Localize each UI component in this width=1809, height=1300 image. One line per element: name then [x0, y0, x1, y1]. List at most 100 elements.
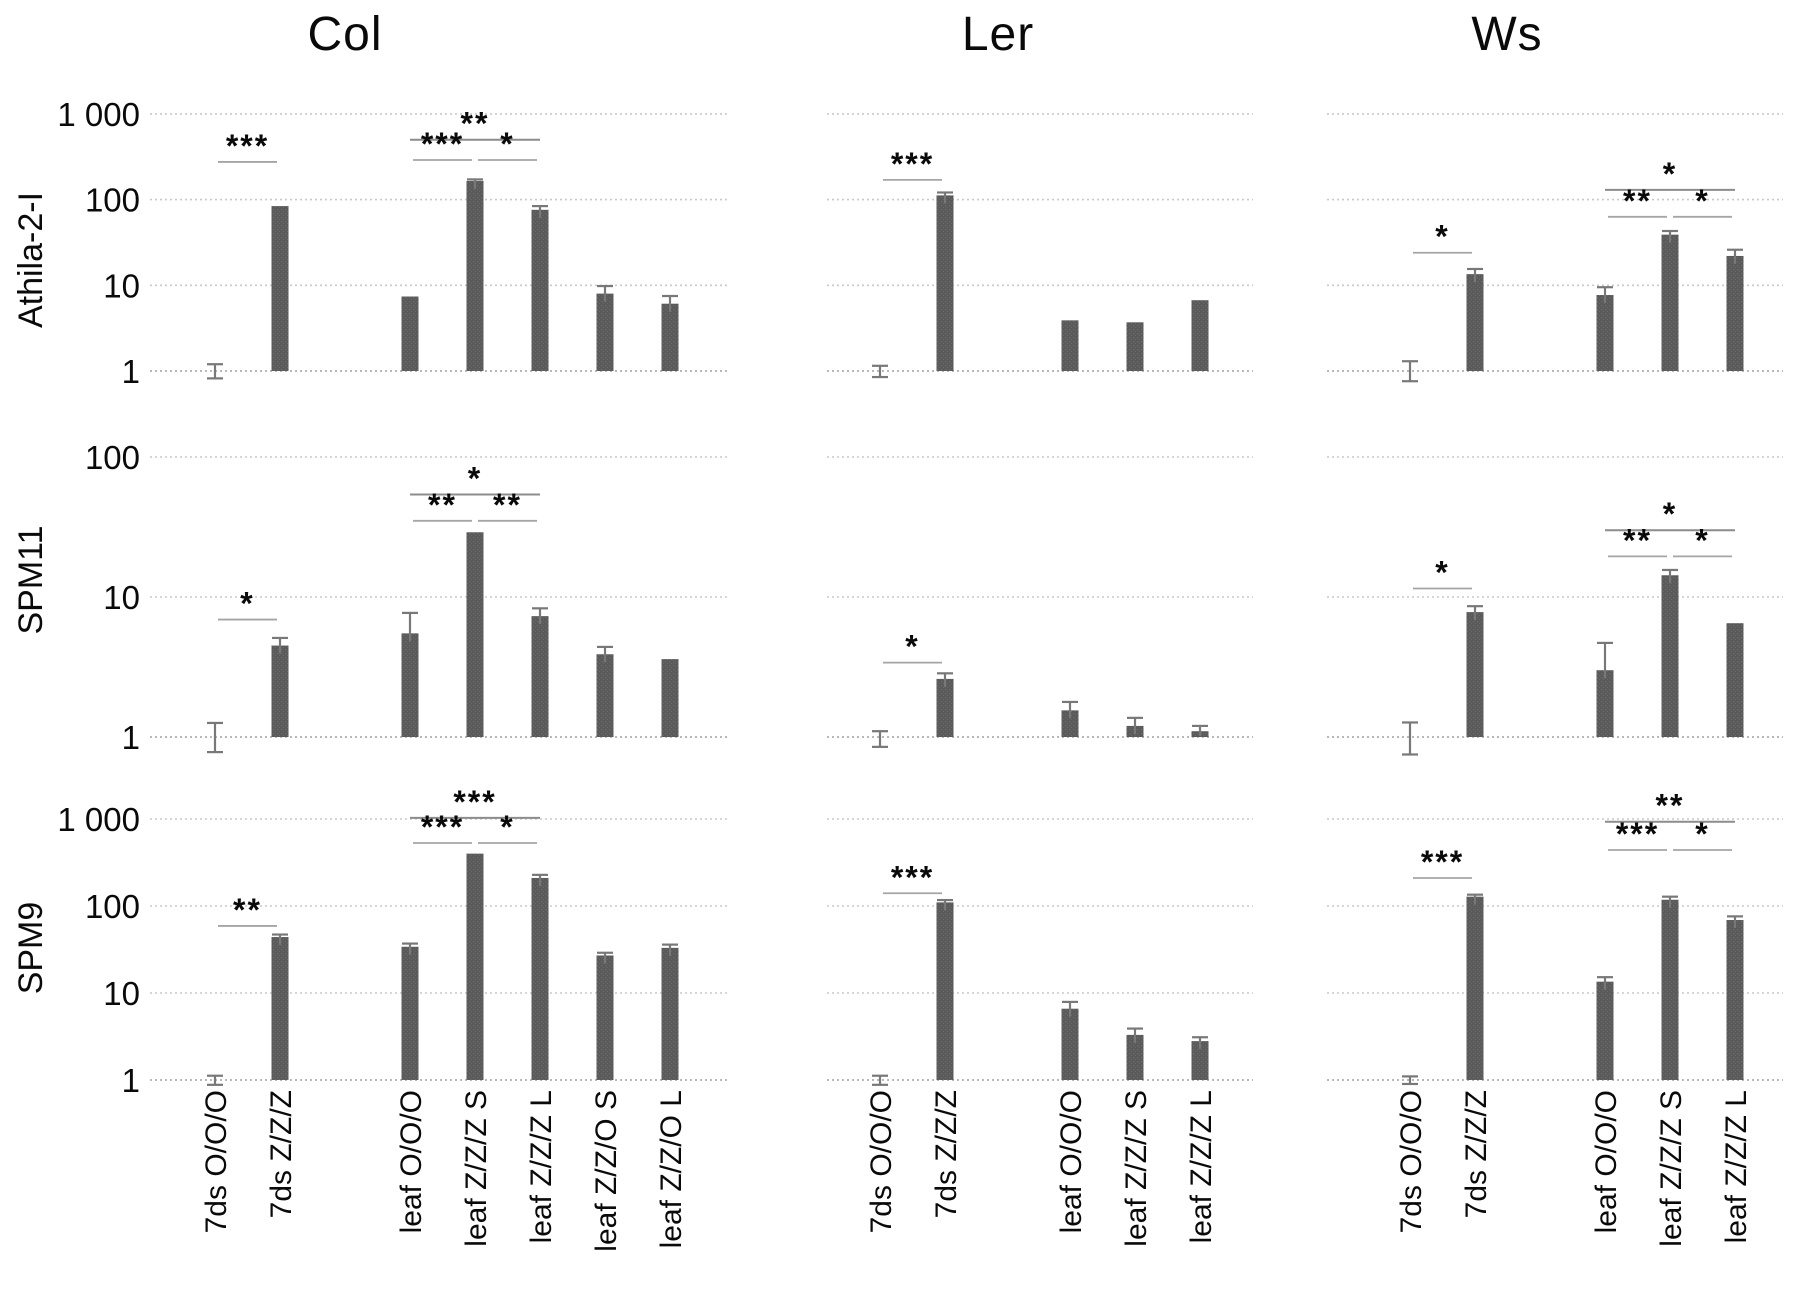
- chart-Ler-SPM9: *** 7ds O/O/O 7ds Z/Z/Z leaf O/O/O leaf Z/Z/…: [827, 818, 1253, 1247]
- error-bar: [1727, 915, 1743, 929]
- significance-stars: *: [1695, 522, 1709, 558]
- bar: [271, 937, 289, 1080]
- bar: [1466, 274, 1484, 371]
- column-title-col: Col: [307, 8, 383, 61]
- x-axis-label: 7ds O/O/O: [1395, 1090, 1428, 1233]
- error-bar: [1192, 1036, 1208, 1050]
- y-tick-label: 1: [122, 353, 140, 390]
- error-bar: [1597, 641, 1613, 679]
- significance-stars: **: [493, 487, 522, 523]
- error-bar: [1467, 267, 1483, 283]
- y-tick-label: 1 000: [57, 96, 140, 133]
- significance-stars: *: [500, 809, 514, 845]
- significance-stars: ***: [891, 859, 934, 895]
- y-tick-label: 100: [85, 888, 140, 925]
- bar: [936, 195, 954, 371]
- error-bar: [467, 178, 483, 189]
- significance-stars: *: [1435, 555, 1449, 591]
- bar: [596, 293, 614, 371]
- bar: [661, 947, 679, 1080]
- error-bar: [1402, 1075, 1418, 1086]
- bar: [661, 659, 679, 737]
- error-bar: [1597, 286, 1613, 304]
- error-bar: [872, 1074, 888, 1086]
- bar: [1061, 710, 1079, 737]
- significance-stars: *: [468, 460, 482, 496]
- error-bar: [1127, 716, 1143, 734]
- significance-stars: *: [500, 126, 514, 162]
- significance-stars: **: [233, 892, 262, 928]
- x-axis-label: leaf Z/Z/O S: [590, 1090, 623, 1252]
- bar: [531, 616, 549, 737]
- error-bar: [1597, 976, 1613, 990]
- error-bar: [207, 363, 223, 380]
- chart-Ws-Athila-2-I: **** *: [1327, 113, 1783, 383]
- error-bar: [1727, 248, 1743, 264]
- error-bar: [597, 951, 613, 964]
- significance-stars: **: [1623, 183, 1652, 219]
- significance-stars: *: [1695, 183, 1709, 219]
- significance-stars: *: [905, 629, 919, 665]
- x-axis-label: 7ds Z/Z/Z: [930, 1090, 963, 1218]
- bar: [1466, 896, 1484, 1080]
- bar: [531, 877, 549, 1080]
- bar: [1466, 612, 1484, 737]
- error-bar: [937, 191, 953, 204]
- error-bar: [1127, 1027, 1143, 1043]
- bar: [596, 955, 614, 1080]
- error-bar: [1062, 700, 1078, 719]
- bar: [661, 303, 679, 371]
- bar: [1661, 234, 1679, 371]
- significance-stars: *: [240, 586, 254, 622]
- error-bar: [597, 645, 613, 663]
- x-axis-label: leaf Z/Z/Z S: [1655, 1090, 1688, 1247]
- x-axis-label: leaf Z/Z/Z S: [1120, 1090, 1153, 1247]
- error-bar: [1662, 895, 1678, 908]
- y-tick-label: 100: [85, 182, 140, 219]
- x-axis-label: leaf Z/Z/Z L: [525, 1090, 558, 1243]
- error-bar: [1467, 893, 1483, 905]
- error-bar: [1662, 229, 1678, 243]
- y-tick-label: 1: [122, 719, 140, 756]
- chart-Ws-SPM11: **** *: [1327, 456, 1783, 756]
- x-axis-label: leaf O/O/O: [395, 1090, 428, 1233]
- significance-stars: **: [1656, 788, 1685, 824]
- y-tick-label: 10: [103, 267, 140, 304]
- bar: [466, 853, 484, 1080]
- column-title-ler: Ler: [961, 8, 1035, 61]
- error-bar: [597, 284, 613, 302]
- bar: [401, 296, 419, 371]
- error-bar: [1402, 721, 1418, 756]
- significance-stars: ***: [1616, 816, 1659, 852]
- error-bar: [1192, 724, 1208, 736]
- error-bar: [662, 294, 678, 312]
- significance-stars: ***: [421, 126, 464, 162]
- bar: [936, 902, 954, 1080]
- bar: [596, 654, 614, 737]
- error-bar: [1062, 1000, 1078, 1017]
- significance-stars: ***: [226, 128, 269, 164]
- bar: [466, 532, 484, 737]
- bar: [936, 678, 954, 737]
- x-axis-label: leaf Z/Z/O L: [655, 1090, 688, 1248]
- bar: [1726, 255, 1744, 371]
- bar: [1126, 322, 1144, 371]
- chart-Ler-Athila-2-I: ***: [827, 113, 1253, 379]
- bar: [1596, 670, 1614, 737]
- x-axis-label: 7ds O/O/O: [200, 1090, 233, 1233]
- bar: [271, 206, 289, 371]
- error-bar: [872, 730, 888, 748]
- bar: [1191, 1041, 1209, 1080]
- bar: [401, 633, 419, 737]
- y-tick-label: 1: [122, 1062, 140, 1099]
- error-bar: [402, 611, 418, 642]
- significance-stars: *: [1435, 219, 1449, 255]
- error-bar: [1402, 360, 1418, 383]
- x-axis-label: leaf Z/Z/Z L: [1720, 1090, 1753, 1243]
- bar: [1596, 295, 1614, 371]
- error-bar: [1662, 568, 1678, 584]
- x-axis-label: 7ds Z/Z/Z: [265, 1090, 298, 1218]
